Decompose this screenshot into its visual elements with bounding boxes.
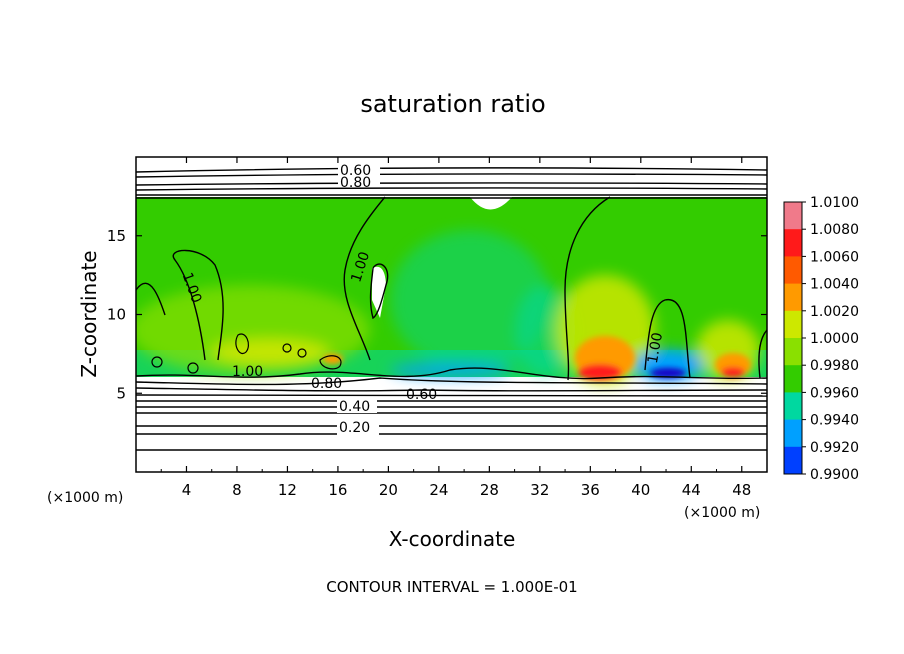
contour-label-lower-0-40: 0.40 xyxy=(339,399,370,415)
colorbar-label: 1.0020 xyxy=(810,304,859,320)
contour-lower-0-80 xyxy=(136,377,767,386)
contour-blob-4 xyxy=(282,343,292,353)
field-darkblue-pool xyxy=(650,368,686,378)
x-axis-ticks: 4 8 12 16 20 24 28 32 36 40 44 48 xyxy=(160,157,751,499)
contour-strip xyxy=(369,263,389,320)
contour-base-wavy xyxy=(136,367,767,380)
x-tick-label: 40 xyxy=(631,481,650,499)
colorbar-swatch xyxy=(784,419,802,448)
field-cyan-center xyxy=(390,230,550,370)
contour-1-00-b xyxy=(172,249,224,361)
contour-lower-a xyxy=(136,394,767,397)
field-gap-top xyxy=(470,197,512,210)
plot-area: 0.60 0.80 1.00 1.00 1.00 1.00 0.80 0.60 … xyxy=(136,157,767,472)
colorbar-swatch xyxy=(784,365,802,393)
colorbar-swatch xyxy=(784,310,802,339)
contour-upper-4 xyxy=(136,187,767,191)
colorbar-swatch xyxy=(784,229,802,257)
colorbar: 1.0100 1.0080 1.0060 1.0040 1.0020 1.0000 0.99… xyxy=(783,195,859,483)
y-tick-label: 15 xyxy=(107,227,126,245)
contour-label-lower-0-80: 0.80 xyxy=(311,376,342,392)
x-axis-title: X-coordinate xyxy=(389,527,516,551)
colorbar-swatch xyxy=(784,446,802,475)
contour-lines xyxy=(136,167,767,451)
colorbar-label: 0.9940 xyxy=(810,413,859,429)
colorbar-swatch xyxy=(784,202,802,230)
contour-label-lower-0-20: 0.20 xyxy=(339,420,370,436)
contour-label-upper-0-80: 0.80 xyxy=(340,175,371,191)
y-axis-ticks: 5 10 15 xyxy=(107,227,767,402)
x-tick-label: 4 xyxy=(182,481,192,499)
colorbar-label: 0.9980 xyxy=(810,358,859,374)
colorbar-swatch xyxy=(784,256,802,285)
colorbar-label: 1.0060 xyxy=(810,249,859,265)
contour-lower-0-60 xyxy=(136,387,767,392)
field-yellow-left xyxy=(210,338,330,366)
y-tick-label: 10 xyxy=(107,306,126,324)
field-red-dome-b xyxy=(721,367,745,377)
contour-blob-5 xyxy=(297,348,307,358)
contour-detail xyxy=(151,333,342,374)
x-tick-label: 32 xyxy=(530,481,549,499)
contour-1-00-c xyxy=(343,196,386,361)
contour-blob-2 xyxy=(187,362,199,374)
colorbar-swatches xyxy=(783,201,803,475)
field-gap-strip xyxy=(372,266,386,318)
contour-label-upper-0-60: 0.60 xyxy=(340,163,371,179)
contour-upper-2 xyxy=(136,173,767,178)
contour-upper-3 xyxy=(136,182,767,186)
colorbar-label: 1.0100 xyxy=(810,195,859,211)
contour-1-00-a xyxy=(136,282,166,316)
contour-1-00-e xyxy=(644,299,691,379)
x-tick-label: 8 xyxy=(232,481,242,499)
contour-blob-6 xyxy=(319,355,342,370)
contour-1-00-d xyxy=(564,196,611,381)
x-tick-label: 16 xyxy=(328,481,347,499)
contour-blob-1 xyxy=(151,356,163,368)
colorbar-swatch xyxy=(784,338,802,366)
colorbar-label: 0.9920 xyxy=(810,440,859,456)
x-tick-label: 36 xyxy=(581,481,600,499)
field-red-dome-a xyxy=(578,364,622,380)
colorbar-label: 0.9900 xyxy=(810,467,859,483)
contour-label-lower-0-60: 0.60 xyxy=(406,387,437,403)
colorbar-labels: 1.0100 1.0080 1.0060 1.0040 1.0020 1.0000 0.99… xyxy=(802,195,859,483)
contour-1-00-f xyxy=(758,329,767,379)
contour-label-small: 1.00 xyxy=(232,364,263,380)
colorbar-label: 1.0000 xyxy=(810,331,859,347)
x-tick-label: 20 xyxy=(379,481,398,499)
x-tick-label: 28 xyxy=(480,481,499,499)
saturation-field xyxy=(136,197,767,385)
colorbar-label: 1.0040 xyxy=(810,277,859,293)
colorbar-label: 1.0080 xyxy=(810,222,859,238)
x-tick-label: 12 xyxy=(278,481,297,499)
x-tick-label: 24 xyxy=(429,481,448,499)
colorbar-swatch xyxy=(784,283,802,312)
contour-upper-1 xyxy=(136,167,767,173)
x-tick-label: 48 xyxy=(732,481,751,499)
chart-title: saturation ratio xyxy=(360,90,545,118)
y-tick-label: 5 xyxy=(116,384,126,402)
y-axis-title: Z-coordinate xyxy=(77,250,101,377)
contour-label-1-00-right: 1.00 xyxy=(645,331,666,364)
colorbar-label: 0.9960 xyxy=(810,385,859,401)
contour-labels: 0.60 0.80 1.00 1.00 1.00 1.00 0.80 0.60 … xyxy=(179,161,666,436)
x-axis-unit: (×1000 m) xyxy=(684,505,760,521)
x-tick-label: 44 xyxy=(682,481,701,499)
colorbar-swatch xyxy=(784,392,802,421)
y-axis-unit: (×1000 m) xyxy=(47,490,123,506)
contour-blob-3 xyxy=(235,333,250,355)
contour-interval-footer: CONTOUR INTERVAL = 1.000E-01 xyxy=(326,578,577,596)
